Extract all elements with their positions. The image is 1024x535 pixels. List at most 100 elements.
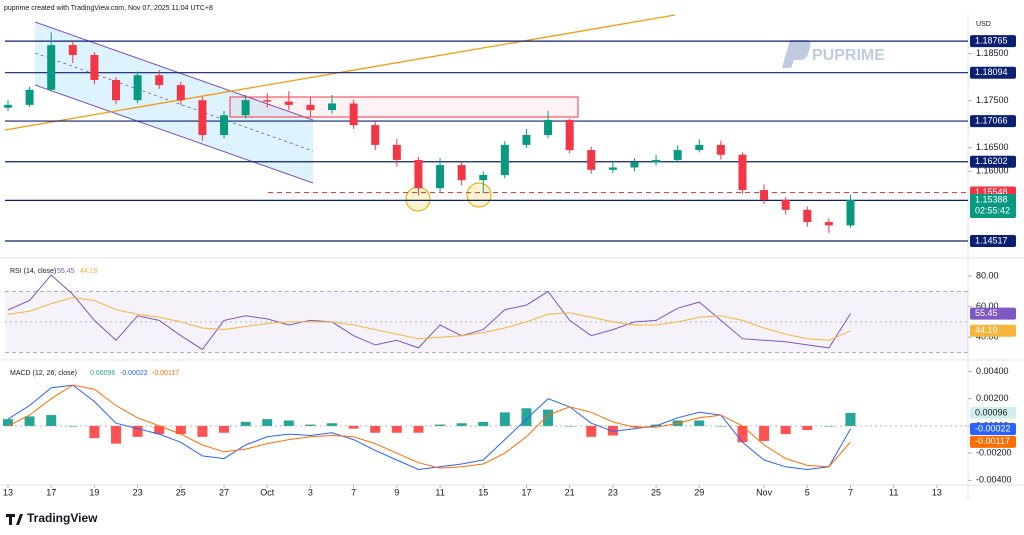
candle-body xyxy=(112,79,121,101)
histogram-bar xyxy=(175,425,186,435)
level-label: 1.18094 xyxy=(975,67,1008,77)
x-tick-label: 21 xyxy=(565,487,575,497)
candle-body xyxy=(198,100,207,135)
x-tick-label: 29 xyxy=(694,487,704,497)
watermark-logo xyxy=(782,40,811,68)
macd-legend-value: -0.00117 xyxy=(152,370,179,377)
last-price-box xyxy=(970,194,1016,219)
x-tick-label: 9 xyxy=(394,487,399,497)
candle-body xyxy=(25,89,34,105)
y-tick-label: -0.00400 xyxy=(976,475,1012,485)
candle-body xyxy=(760,190,769,200)
macd-legend-value: 0.00096 xyxy=(90,370,115,377)
y-tick-label: 1.16000 xyxy=(976,166,1009,176)
indicator-line xyxy=(7,296,851,341)
level-label: 1.17066 xyxy=(975,115,1008,125)
channel-upper xyxy=(34,21,314,121)
histogram-bar xyxy=(478,421,489,426)
candle-body xyxy=(284,101,293,105)
candle-body xyxy=(371,125,380,145)
footer-text: TradingView xyxy=(27,511,98,525)
watermark: PUPRIME xyxy=(782,40,885,68)
y-tick-label: 0.00200 xyxy=(976,393,1009,403)
rsi-title: RSI (14, close) xyxy=(10,268,56,275)
candle-body xyxy=(500,144,509,175)
indicator-value-box xyxy=(970,422,1016,435)
x-tick-label: 19 xyxy=(89,487,99,497)
histogram-bar xyxy=(715,425,726,427)
histogram-bar xyxy=(413,425,424,433)
histogram-bar xyxy=(586,425,597,437)
y-tick-label: -0.00200 xyxy=(976,448,1012,458)
histogram-bar xyxy=(219,425,230,433)
level-label: 1.16202 xyxy=(975,156,1008,166)
histogram-bar xyxy=(823,425,834,427)
histogram-bar xyxy=(629,425,640,428)
histogram-bar xyxy=(89,425,100,439)
y-tick-label: 60.00 xyxy=(976,301,999,311)
x-tick-label: 11 xyxy=(435,487,444,497)
x-tick-label: 3 xyxy=(308,487,313,497)
histogram-bar xyxy=(46,415,57,426)
histogram-bar xyxy=(435,424,446,426)
histogram-bar xyxy=(197,425,208,437)
histogram-bar xyxy=(262,419,273,426)
candle-body xyxy=(349,103,358,126)
x-tick-label: Nov xyxy=(756,487,773,497)
x-tick-label: 11 xyxy=(889,487,898,497)
macd-title: MACD (12, 26, close) xyxy=(10,370,77,377)
level-box xyxy=(970,35,1016,48)
histogram-bar xyxy=(651,424,662,426)
channel-mid xyxy=(34,52,314,152)
indicator-line xyxy=(7,274,851,351)
zone-box xyxy=(229,96,579,118)
rsi-legend-value: 44.19 xyxy=(80,268,98,275)
candle-body xyxy=(608,167,617,170)
currency: USD xyxy=(976,21,991,28)
indicator-value-label: 55.45 xyxy=(975,308,998,318)
histogram-bar xyxy=(24,416,35,426)
x-tick-label: 17 xyxy=(521,487,531,497)
histogram-bar xyxy=(111,425,122,444)
histogram-bar xyxy=(2,419,13,426)
x-tick-label: Oct xyxy=(260,487,275,497)
candle-body xyxy=(587,150,596,170)
histogram-bar xyxy=(348,425,359,429)
indicator-value-label: -0.00117 xyxy=(975,436,1010,446)
histogram-bar xyxy=(802,425,813,431)
candle-body xyxy=(695,144,704,151)
histogram-bar xyxy=(607,425,618,436)
candle-body xyxy=(781,199,790,210)
y-tick-label: 1.18500 xyxy=(976,48,1009,58)
candle-body xyxy=(436,165,445,189)
candle-body xyxy=(652,159,661,163)
indicator-value-label: 44.19 xyxy=(975,325,998,335)
candle-body xyxy=(824,222,833,226)
histogram-bar xyxy=(132,425,143,437)
histogram-bar xyxy=(391,425,402,433)
last-price-label: 1.15388 xyxy=(975,194,1008,204)
logo-mark xyxy=(6,514,23,525)
macd-legend-value: -0.00022 xyxy=(120,370,148,377)
y-tick-label: 1.17500 xyxy=(976,95,1009,105)
level-label: 1.14517 xyxy=(975,235,1008,245)
histogram-bar xyxy=(845,412,856,426)
histogram-bar xyxy=(67,425,78,427)
x-tick-label: 17 xyxy=(46,487,56,497)
candle-body xyxy=(392,144,401,160)
level-box xyxy=(970,235,1016,248)
candle-body xyxy=(47,45,56,90)
histogram-bar xyxy=(564,425,575,427)
y-tick-label: 1.16500 xyxy=(976,142,1009,152)
indicator-value-box xyxy=(970,435,1016,448)
candle-body xyxy=(241,100,250,116)
histogram-bar xyxy=(694,420,705,426)
y-tick-label: 80.00 xyxy=(976,270,999,280)
candle-body xyxy=(68,45,77,55)
candle-body xyxy=(220,115,229,135)
x-tick-label: 7 xyxy=(351,487,356,497)
level-box xyxy=(970,66,1016,79)
footer-logo: TradingView xyxy=(6,511,98,525)
x-tick-label: 15 xyxy=(478,487,488,497)
